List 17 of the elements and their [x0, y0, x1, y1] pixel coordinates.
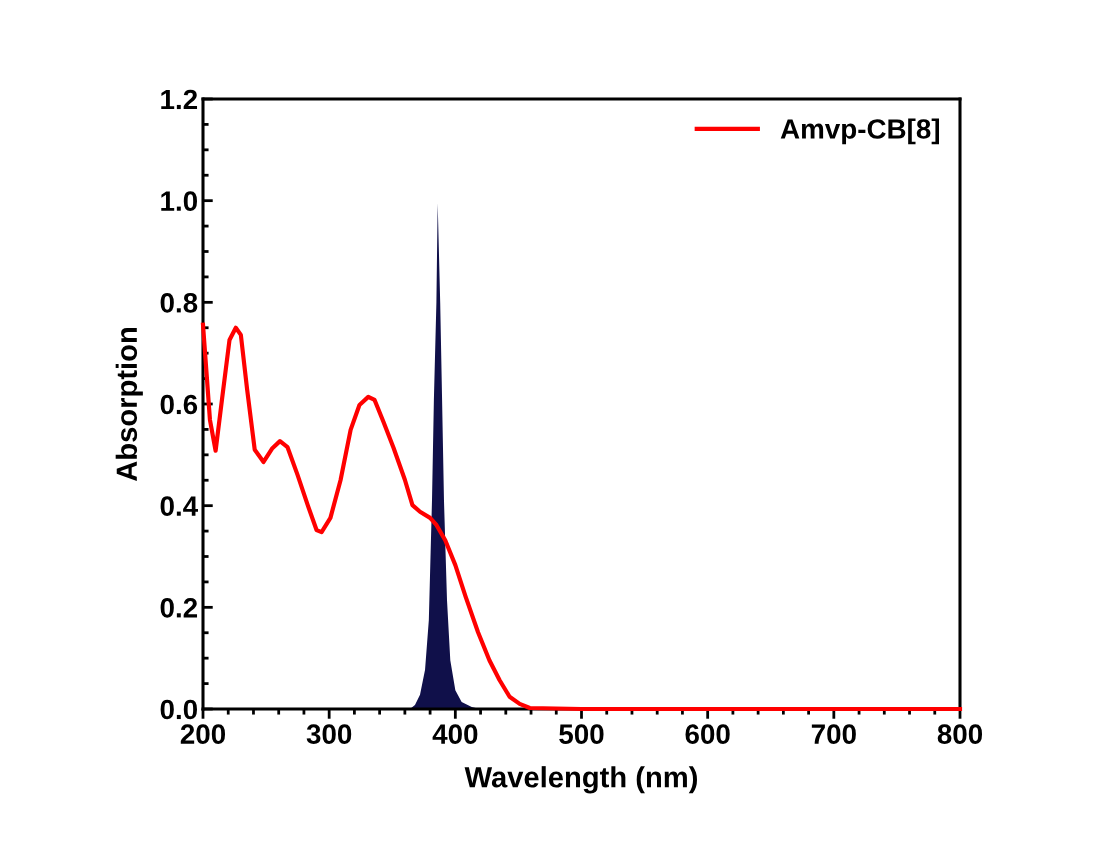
y-tick-label: 0.6	[160, 394, 198, 415]
x-tick-label: 500	[559, 724, 604, 744]
y-tick-label: 0.0	[160, 699, 197, 720]
x-axis-title: Wavelength (nm)	[464, 766, 697, 794]
x-tick-label: 300	[306, 724, 352, 745]
x-tick-label: 700	[811, 724, 856, 744]
legend-label: Amvp-CB[8]	[780, 118, 939, 145]
x-tick-label: 200	[180, 724, 226, 744]
y-tick-label: 1.2	[161, 89, 198, 110]
y-tick-label: 1.0	[161, 191, 197, 212]
y-tick-label: 0.2	[160, 598, 198, 618]
x-tick-label: 800	[937, 724, 983, 744]
x-tick-label: 400	[432, 724, 478, 744]
x-tick-label: 600	[685, 724, 730, 744]
y-axis-title: Absorption	[115, 328, 143, 482]
y-tick-label: 0.8	[160, 293, 198, 313]
y-tick-label: 0.4	[160, 496, 198, 517]
